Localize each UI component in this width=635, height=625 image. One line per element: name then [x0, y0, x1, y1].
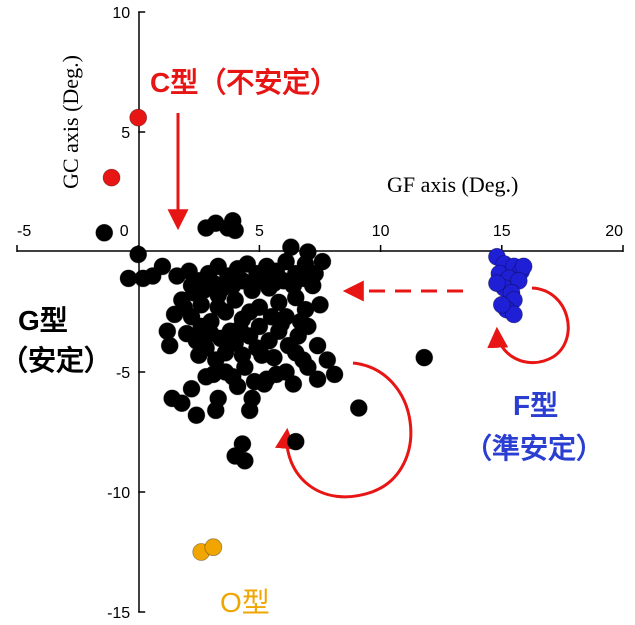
g-type-point [209, 389, 228, 408]
g-type-point [226, 447, 245, 465]
g-type-point [206, 214, 225, 233]
y-tick-label: 5 [121, 125, 130, 142]
g-type-point [325, 365, 344, 384]
x-tick-label: 10 [372, 223, 390, 240]
g-type-point [204, 365, 223, 384]
g-type-point [182, 379, 201, 398]
g-type-point [311, 295, 329, 314]
data-points [95, 108, 533, 561]
y-axis-title: GC axis (Deg.) [58, 55, 83, 189]
x-tick-label: -5 [17, 223, 31, 240]
g-type-point [257, 370, 276, 389]
g-type-point [303, 267, 322, 285]
g-type-point [291, 312, 310, 331]
f-rotation-arrow [487, 286, 570, 365]
g-type-point [252, 346, 271, 365]
g-type-point [187, 331, 206, 350]
c-type-label: C型（不安定） [150, 66, 338, 98]
g-type-point [129, 245, 148, 264]
g-type-point [272, 315, 291, 333]
x-tick-label: 20 [605, 223, 623, 240]
f-type-point [492, 295, 511, 314]
x-axis-title: GF axis (Deg.) [387, 172, 518, 197]
g-type-point [277, 252, 295, 271]
g-type-point [279, 336, 298, 355]
g-type-point [160, 336, 179, 355]
g-type-point [286, 432, 305, 451]
g-type-point [228, 377, 247, 396]
g-type-point [216, 343, 235, 362]
y-tick-label: 10 [112, 5, 130, 22]
g-type-point [172, 394, 191, 413]
c-type-point [129, 108, 148, 127]
g-type-point [243, 389, 262, 408]
g-type-label-line1: G型 [18, 305, 68, 336]
f-type-point [505, 305, 523, 324]
y-tick-label: -5 [116, 365, 130, 382]
y-tick-label: -10 [107, 485, 130, 502]
g-type-point [153, 257, 172, 276]
g-type-point [187, 406, 206, 425]
g-type-point [318, 351, 337, 369]
g-type-point [294, 351, 312, 369]
g-type-point [226, 221, 245, 240]
o-type-point [204, 538, 223, 557]
g-type-point [260, 331, 278, 350]
g-type-point [308, 370, 327, 389]
g-rotation-arrow [275, 361, 413, 499]
o-type-label: O型 [220, 587, 270, 618]
g-type-point [95, 223, 114, 242]
g-type-point [209, 298, 228, 317]
g-type-point [349, 399, 368, 417]
c-type-point [102, 168, 121, 187]
f-type-point [488, 274, 506, 293]
g-type-label-line2: （安定） [0, 344, 112, 376]
g-type-point [269, 293, 288, 312]
g-type-point [284, 375, 303, 393]
y-tick-label: -15 [107, 605, 130, 622]
g-type-point [313, 252, 332, 271]
x-tick-label: 0 [120, 223, 129, 240]
f-type-label-line2: （準安定） [464, 432, 604, 464]
g-type-point [308, 336, 327, 355]
x-tick-label: 15 [493, 223, 511, 240]
f-type-label-line1: F型 [513, 390, 558, 421]
g-type-point [415, 348, 434, 367]
g-type-point [240, 303, 259, 321]
y-axis-ticks: 10 5 -5 -10 -15 [107, 5, 146, 622]
g-type-point [175, 298, 194, 317]
g-type-point [233, 346, 252, 365]
x-tick-label: 5 [255, 223, 264, 240]
